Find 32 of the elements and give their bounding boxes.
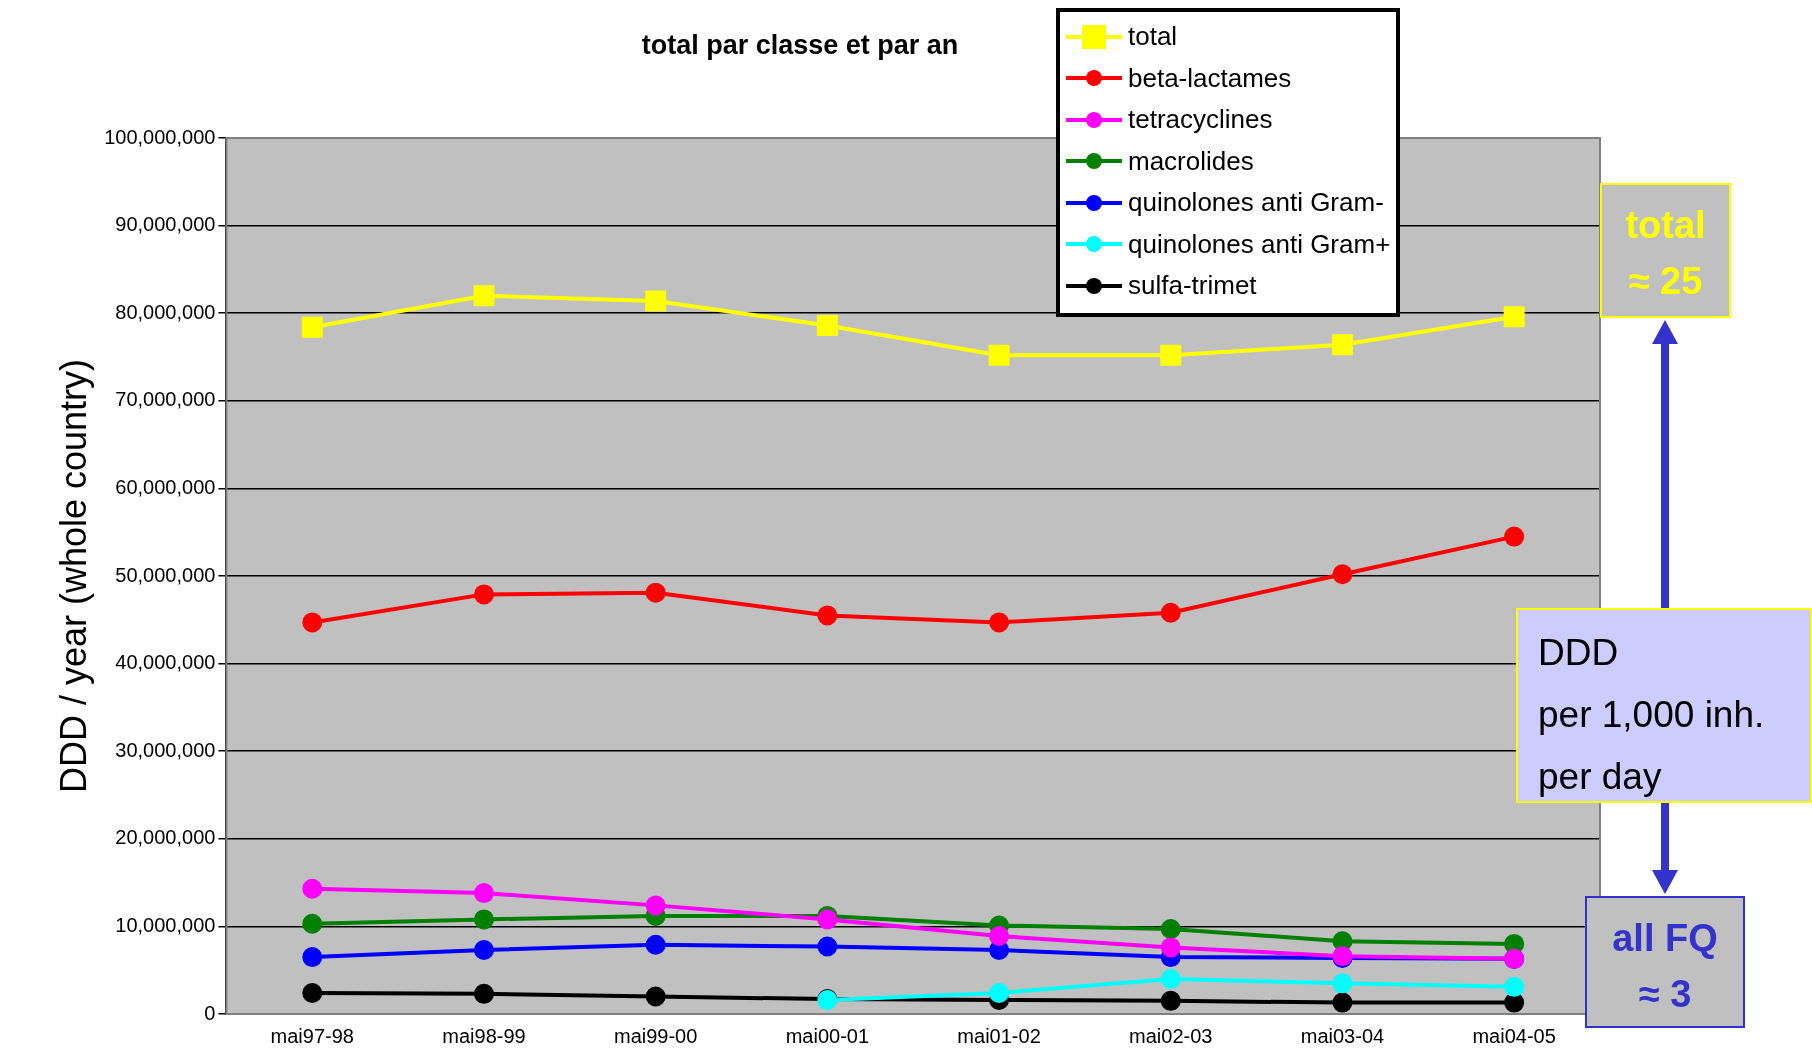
y-tick-label: 80,000,000 xyxy=(115,300,216,323)
x-tick-label: mai01-02 xyxy=(957,1024,1041,1047)
legend-label: tetracyclines xyxy=(1128,104,1273,136)
annotation: DDD per 1,000 inh. per day xyxy=(1538,632,1765,797)
y-tick-label: 10,000,000 xyxy=(115,913,216,936)
y-axis-title: DDD / year (whole country) xyxy=(52,358,94,794)
text-box: total ≈ 25 xyxy=(1600,183,1731,318)
text-box: all FQ ≈ 3 xyxy=(1585,896,1745,1028)
y-tick-label: 60,000,000 xyxy=(115,475,216,498)
y-tick-label: 70,000,000 xyxy=(115,388,216,411)
y-tick-label: 30,000,000 xyxy=(115,738,216,761)
legend-label: sulfa-trimet xyxy=(1128,270,1257,302)
x-tick-label: mai97-98 xyxy=(270,1024,354,1047)
y-tick-label: 20,000,000 xyxy=(115,826,216,849)
y-tick-label: 40,000,000 xyxy=(115,651,216,674)
legend-label: macrolides xyxy=(1128,145,1254,177)
y-tick-label: 0 xyxy=(204,1001,216,1024)
legend-label: total xyxy=(1128,21,1178,53)
y-tick-label: 50,000,000 xyxy=(115,563,216,586)
x-tick-label: mai03-04 xyxy=(1300,1024,1385,1047)
legend-label: quinolones anti Gram- xyxy=(1128,187,1384,219)
x-tick-label: mai00-01 xyxy=(785,1024,870,1047)
text-box: DDD per 1,000 inh. per day xyxy=(1516,608,1812,803)
chart-title: total par classe et par an xyxy=(640,30,960,61)
x-tick-label: mai98-99 xyxy=(442,1024,526,1047)
y-tick-label: 100,000,000 xyxy=(104,125,216,148)
x-tick-label: mai02-03 xyxy=(1129,1024,1213,1047)
legend-label: quinolones anti Gram+ xyxy=(1128,228,1391,260)
x-tick-label: mai99-00 xyxy=(613,1024,698,1047)
y-tick-label: 90,000,000 xyxy=(115,213,216,236)
x-tick-label: mai04-05 xyxy=(1472,1024,1556,1047)
legend-label: beta-lactames xyxy=(1128,62,1292,94)
